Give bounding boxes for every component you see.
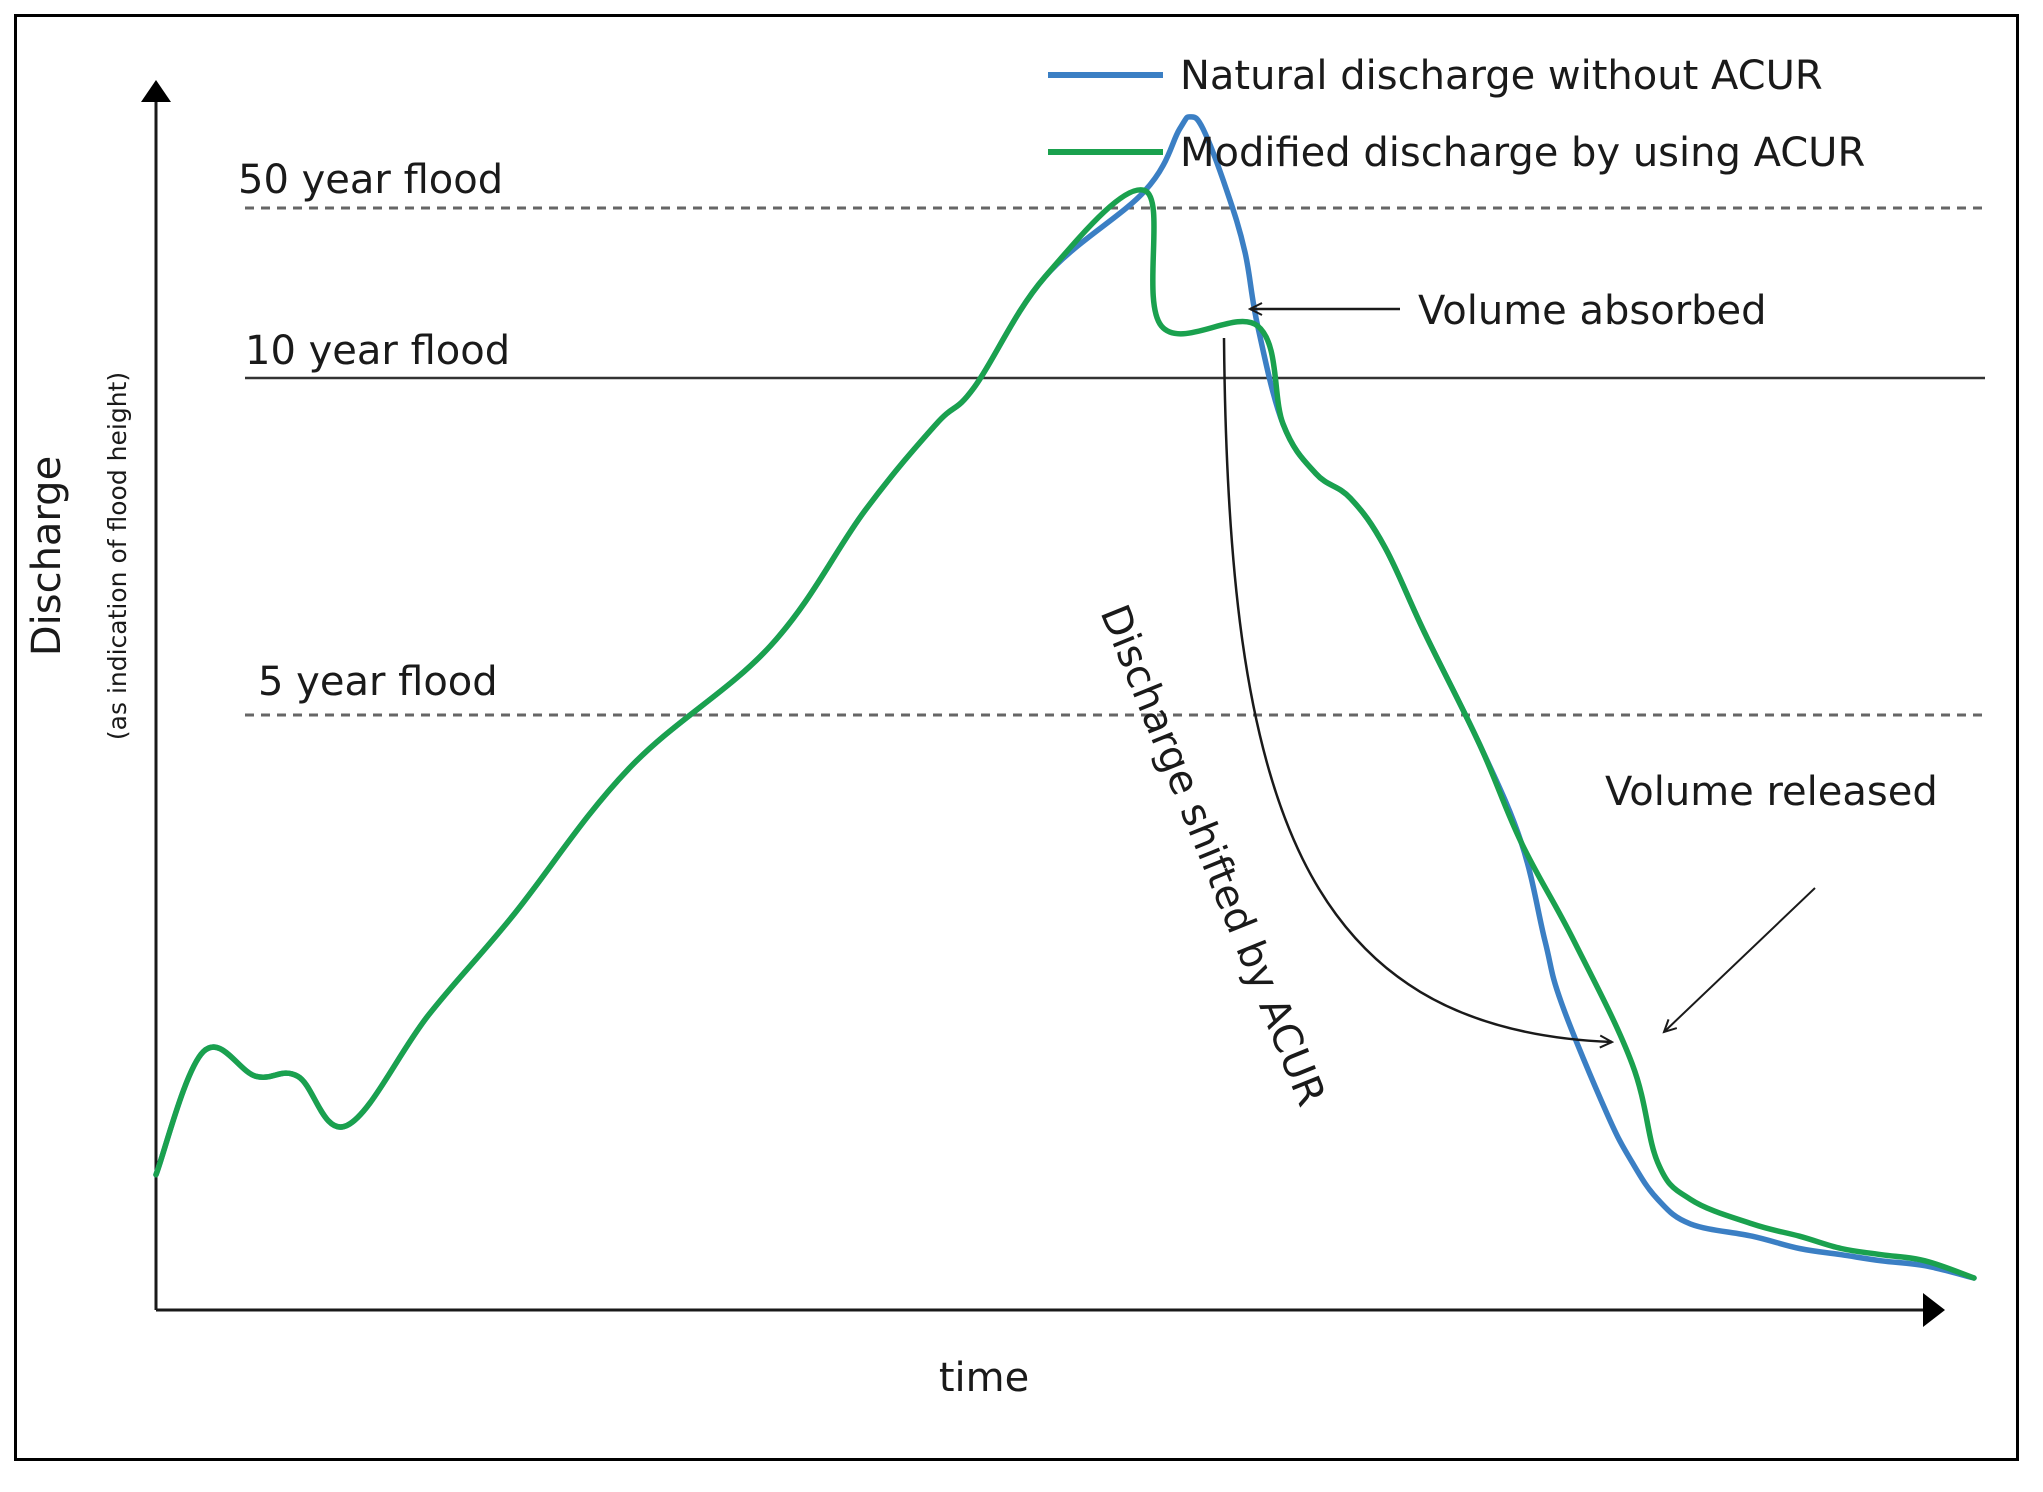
ref-label-5-year: 5 year flood: [258, 659, 498, 705]
y-axis-label: Discharge: [24, 456, 70, 656]
legend: Natural discharge without ACUR Modified …: [1048, 53, 1865, 176]
legend-label-modified: Modified discharge by using ACUR: [1180, 130, 1865, 176]
volume-released-arrow: [1664, 887, 1816, 1032]
x-axis-label: time: [939, 1355, 1029, 1401]
volume-released-label: Volume released: [1605, 769, 1938, 815]
chart-frame: [14, 14, 2019, 1461]
discharge-shifted-label: Discharge shifted by ACUR: [1091, 599, 1334, 1113]
ref-label-50-year: 50 year flood: [238, 157, 503, 203]
ref-label-10-year: 10 year flood: [245, 328, 510, 374]
volume-absorbed-label: Volume absorbed: [1418, 288, 1767, 334]
series-line-modified: [153, 187, 1977, 1281]
y-axis-arrowhead: [141, 80, 171, 102]
x-axis-arrowhead: [1923, 1293, 1945, 1327]
y-axis-sublabel: (as indication of flood height): [103, 372, 132, 740]
legend-label-natural: Natural discharge without ACUR: [1180, 53, 1823, 99]
discharge-shifted-arrow: [1222, 337, 1612, 1042]
